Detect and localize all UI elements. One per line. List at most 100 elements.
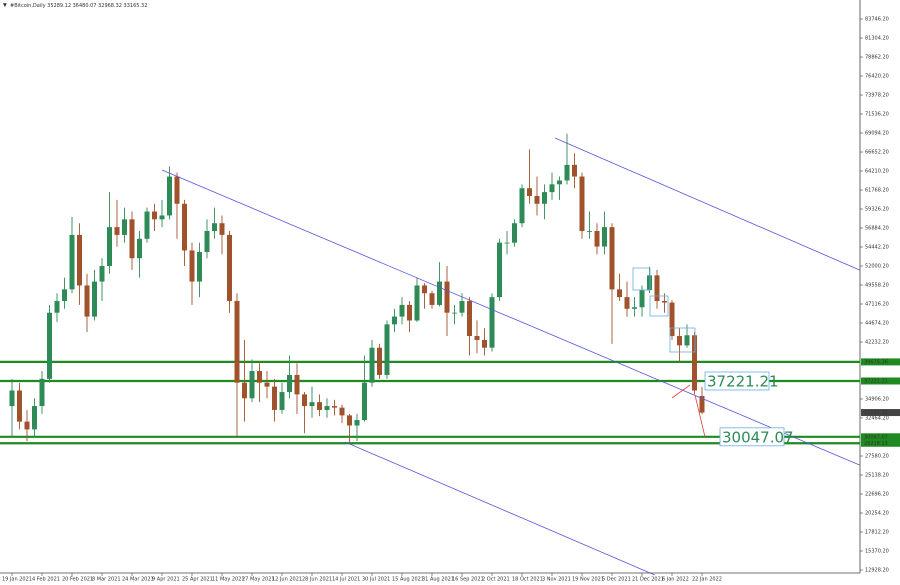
candle-body <box>122 219 127 235</box>
candle-body <box>212 223 217 232</box>
highlight-box <box>669 327 696 353</box>
candle-body <box>107 227 112 267</box>
candle-body <box>444 281 450 313</box>
trendline <box>344 441 655 576</box>
x-tick-label: 6 Jan 2022 <box>662 577 689 583</box>
candle-body <box>617 289 622 298</box>
candle-body <box>302 394 307 407</box>
candle-body <box>339 407 345 416</box>
y-tick-label: 69094.20 <box>865 131 889 137</box>
x-tick-label: 20 Feb 2021 <box>62 577 93 583</box>
candle-body <box>249 371 255 399</box>
candle-body <box>32 406 37 430</box>
y-tick-label: 12928.20 <box>865 567 889 573</box>
candle-body <box>527 188 532 196</box>
x-tick-label: 27 May 2021 <box>242 577 275 583</box>
current-price-label: 33165.32 <box>864 410 888 416</box>
candle-body <box>519 188 525 224</box>
x-tick-label: 25 Apr 2021 <box>182 577 213 583</box>
candle-body <box>204 231 210 253</box>
x-tick-label: 15 Aug 2021 <box>392 577 424 583</box>
candle-body <box>437 281 442 305</box>
y-tick-label: 34906.20 <box>865 397 889 403</box>
y-tick-label: 83746.20 <box>865 17 889 23</box>
x-tick-label: 18 Oct 2021 <box>512 577 543 583</box>
y-tick-label: 42232.20 <box>865 340 889 346</box>
y-tick-label: 73978.20 <box>865 93 889 99</box>
x-tick-label: 31 Aug 2021 <box>422 577 454 583</box>
arrow <box>694 394 706 438</box>
y-tick-label: 27580.20 <box>865 454 889 460</box>
candle-body <box>279 392 285 410</box>
symbol-name: #Bitcoin,Daily <box>10 3 46 9</box>
candle-body <box>504 242 510 244</box>
candle-body <box>129 219 135 259</box>
y-tick-label: 25138.20 <box>865 473 889 479</box>
candle-body <box>264 382 270 387</box>
candle-body <box>572 164 577 177</box>
candle-body <box>399 304 405 317</box>
candle-body <box>324 406 330 410</box>
x-tick-label: 14 Jul 2021 <box>332 577 360 583</box>
candle-body <box>347 415 352 426</box>
candle-body <box>602 227 607 247</box>
candle-body <box>92 281 97 317</box>
candle-body <box>407 304 412 321</box>
x-tick-label: 19 Nov 2021 <box>572 577 604 583</box>
candle-body <box>609 227 615 290</box>
y-tick-label: 54442.20 <box>865 245 889 251</box>
candle-body <box>647 275 652 291</box>
level-annotation-box <box>719 427 785 447</box>
candle-body <box>512 223 517 243</box>
x-tick-label: 19 Jan 2021 <box>2 577 32 583</box>
candle-body <box>699 396 705 413</box>
candle-body <box>474 336 480 340</box>
level-axis-box <box>861 358 900 366</box>
x-tick-label: 2 Oct 2021 <box>482 577 510 583</box>
y-tick-label: 20254.20 <box>865 510 889 516</box>
y-tick-label: 32464.20 <box>865 416 889 422</box>
candle-body <box>594 231 600 247</box>
candle-body <box>242 382 247 399</box>
y-tick-label: 52000.20 <box>865 264 889 270</box>
candle-body <box>557 180 562 185</box>
y-tick-label: 15370.20 <box>865 548 889 554</box>
trendline <box>554 137 860 271</box>
y-tick-label: 64210.20 <box>865 169 889 175</box>
candle-body <box>459 301 465 313</box>
y-tick-label: 59326.20 <box>865 207 889 213</box>
arrow <box>671 384 691 399</box>
candle-body <box>534 195 540 204</box>
level-annotation: 30047.07 <box>722 428 794 446</box>
y-tick-label: 76420.20 <box>865 74 889 80</box>
level-axis-label: 29218.13 <box>864 441 888 447</box>
candle-body <box>54 301 60 313</box>
x-tick-label: 12 Jun 2021 <box>272 577 302 583</box>
candle-body <box>84 285 90 317</box>
x-tick-label: 28 Jun 2021 <box>302 577 332 583</box>
candle-body <box>632 307 637 309</box>
x-tick-label: 9 Apr 2021 <box>152 577 180 583</box>
y-tick-label: 71536.20 <box>865 112 889 118</box>
open: 35289.12 <box>47 3 71 9</box>
y-tick-label: 44674.20 <box>865 321 889 327</box>
x-tick-label: 16 Sep 2021 <box>452 577 484 583</box>
y-tick-label: 61768.20 <box>865 188 889 194</box>
candle-body <box>317 402 322 410</box>
candle-body <box>414 285 420 321</box>
candle-body <box>234 301 240 383</box>
header: ▼ #Bitcoin,Daily 35289.12 36480.07 32968… <box>3 3 147 9</box>
candle-body <box>219 223 225 235</box>
level-axis-box <box>861 433 900 441</box>
candle-body <box>354 420 360 426</box>
candle-body <box>17 390 22 422</box>
candle-body <box>137 238 142 259</box>
candle-body <box>384 324 390 375</box>
candle-body <box>9 390 15 407</box>
x-tick-label: 22 Jan 2022 <box>692 577 722 583</box>
collapse-icon: ▼ <box>3 3 7 9</box>
candle-body <box>482 339 487 348</box>
candle-body <box>159 215 165 220</box>
candle-body <box>189 250 195 282</box>
